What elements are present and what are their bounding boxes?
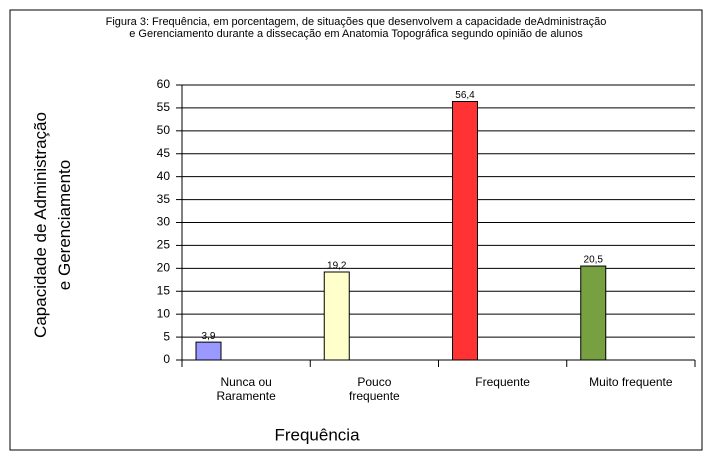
- x-tick-label: Pouco frequente: [349, 375, 400, 403]
- y-tick-label: 60: [157, 77, 171, 91]
- y-tick-label: 10: [157, 306, 171, 320]
- x-tick-label-text: Nunca ou Raramente: [216, 375, 276, 403]
- x-tick-label: Frequente: [475, 375, 530, 389]
- data-label: 19,2: [327, 261, 347, 272]
- x-tick-label-text: Pouco frequente: [349, 375, 400, 403]
- y-tick-label: 35: [157, 192, 171, 206]
- x-axis-title: Frequência: [274, 425, 360, 444]
- y-tick-label: 30: [157, 215, 171, 229]
- bar: [323, 271, 350, 361]
- x-tick-label-text: Frequente: [475, 375, 530, 389]
- bar: [580, 265, 607, 361]
- y-tick-label: 25: [157, 238, 171, 252]
- data-label: 3,9: [202, 331, 216, 342]
- y-tick-label: 55: [157, 100, 171, 114]
- x-tick-label-text: Muito frequente: [589, 375, 673, 389]
- chart-frame: [9, 9, 703, 451]
- y-axis-title-text: Capacidade de Administração e Gerenciamen…: [31, 112, 74, 338]
- data-label: 20,5: [584, 255, 604, 266]
- y-tick-label: 5: [163, 329, 170, 343]
- y-tick-label: 20: [157, 261, 171, 275]
- x-tick-label: Nunca ou Raramente: [216, 375, 276, 403]
- y-tick-label: 45: [157, 146, 171, 160]
- y-axis-title: Capacidade de Administração e Gerenciamen…: [31, 112, 74, 338]
- y-tick-label: 40: [157, 169, 171, 183]
- x-tick-label: Muito frequente: [589, 375, 673, 389]
- chart-title-text: Figura 3: Frequência, em porcentagem, de…: [106, 16, 607, 40]
- y-tick-label: 15: [157, 283, 171, 297]
- data-label: 56,4: [455, 90, 475, 101]
- y-tick-label: 0: [163, 352, 170, 366]
- chart-title: Figura 3: Frequência, em porcentagem, de…: [106, 16, 607, 40]
- bar: [195, 341, 222, 361]
- y-tick-label: 50: [157, 123, 171, 137]
- bar: [452, 101, 478, 361]
